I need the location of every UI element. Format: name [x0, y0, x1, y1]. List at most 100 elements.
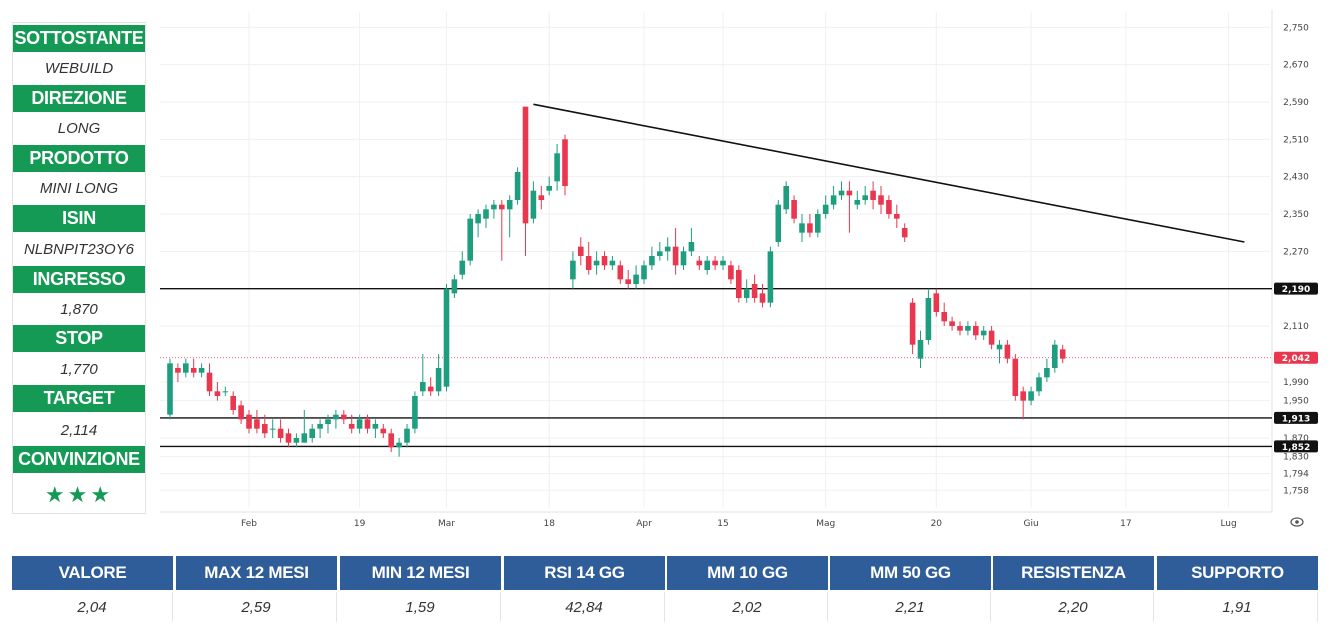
candle	[1020, 386, 1026, 420]
candle-body	[743, 288, 750, 298]
candle-body	[593, 260, 600, 266]
candle	[909, 298, 916, 354]
candle-body	[198, 368, 205, 373]
candle-body	[491, 204, 497, 210]
x-tick-label: Mar	[438, 519, 455, 529]
candle-body	[435, 368, 442, 392]
candle-body	[214, 391, 221, 396]
candle-body	[190, 368, 197, 373]
x-tick-label: 15	[717, 519, 728, 529]
candle	[333, 410, 339, 429]
label-ingresso: INGRESSO	[13, 266, 145, 293]
candle	[625, 270, 631, 289]
candle-body	[901, 228, 908, 238]
candle	[254, 410, 260, 434]
th-mm-50-gg: MM 50 GG	[830, 556, 991, 590]
candle-body	[317, 424, 323, 429]
candle-body	[625, 279, 631, 284]
candle	[593, 251, 600, 275]
candle	[230, 391, 236, 415]
candle-body	[688, 242, 695, 252]
candle	[830, 186, 837, 210]
candle-body	[641, 265, 647, 280]
candle-body	[167, 363, 173, 415]
candle	[854, 190, 861, 210]
candle-body	[269, 428, 276, 430]
candle-body	[728, 265, 734, 280]
candle-body	[293, 438, 300, 443]
candle-body	[633, 274, 639, 284]
td-mm-50-gg: 2,21	[830, 592, 991, 622]
candle	[467, 214, 473, 266]
candle-body	[862, 195, 868, 200]
candle-body	[720, 260, 726, 266]
candle-body	[514, 172, 521, 200]
candle	[1052, 340, 1058, 373]
candle	[736, 265, 742, 303]
candle	[214, 382, 221, 401]
candle	[633, 265, 639, 289]
candle	[483, 204, 489, 228]
candle	[356, 414, 363, 434]
candle	[277, 419, 284, 443]
trendline-group	[533, 103, 1245, 243]
candle	[412, 391, 418, 434]
candle-body	[751, 284, 758, 298]
candle	[822, 195, 829, 219]
candle-body	[530, 190, 537, 219]
x-tick-label: Giu	[1024, 519, 1039, 529]
y-tick-label: 2,750	[1283, 23, 1309, 33]
candle-body	[759, 293, 766, 303]
td-mm-10-gg: 2,02	[667, 592, 828, 622]
label-direzione: DIREZIONE	[13, 85, 145, 112]
candle	[1059, 344, 1066, 364]
candle	[459, 251, 466, 280]
th-valore: VALORE	[12, 556, 173, 590]
candle	[198, 363, 205, 378]
candle	[530, 181, 537, 224]
eye-settings-icon[interactable]	[1290, 517, 1304, 527]
candle	[427, 377, 434, 396]
candle	[1036, 372, 1042, 396]
y-tick-label: 2,430	[1283, 173, 1309, 183]
th-mm-10-gg: MM 10 GG	[667, 556, 828, 590]
candle-body	[822, 204, 829, 214]
candle	[317, 419, 323, 438]
candle-body	[364, 419, 371, 429]
candle	[1044, 358, 1050, 382]
candle	[759, 284, 766, 308]
trade-info-panel: SOTTOSTANTE WEBUILD DIREZIONE LONG PRODO…	[12, 22, 146, 514]
candle-body	[1020, 391, 1026, 401]
y-tick-label: 2,670	[1283, 61, 1309, 71]
candle	[262, 414, 268, 438]
candle-body	[309, 428, 315, 438]
candle	[546, 176, 552, 196]
candle	[514, 167, 521, 205]
candle	[743, 279, 750, 303]
candle	[664, 237, 671, 261]
candle-body	[767, 251, 774, 303]
candle-body	[443, 288, 450, 387]
candle-body	[238, 405, 244, 420]
candle	[696, 256, 703, 270]
candle-body	[333, 414, 339, 420]
candle	[522, 106, 529, 256]
candle	[420, 354, 426, 396]
candle-body	[285, 433, 292, 443]
candle-body	[475, 214, 481, 224]
candle-body	[183, 363, 189, 373]
candle	[609, 256, 616, 270]
label-isin: ISIN	[13, 205, 145, 232]
x-tick-label: Feb	[241, 519, 257, 529]
candle	[672, 228, 679, 275]
candle-body	[222, 391, 229, 393]
candle-body	[578, 246, 584, 256]
y-tick-label: 1,990	[1283, 378, 1309, 388]
y-tick-label: 2,110	[1283, 322, 1309, 332]
candle	[712, 256, 718, 270]
candle-body	[617, 265, 624, 280]
candle-body	[957, 326, 963, 331]
candle-body	[830, 195, 837, 205]
x-tick-label: 20	[931, 519, 943, 529]
candle	[554, 144, 560, 191]
